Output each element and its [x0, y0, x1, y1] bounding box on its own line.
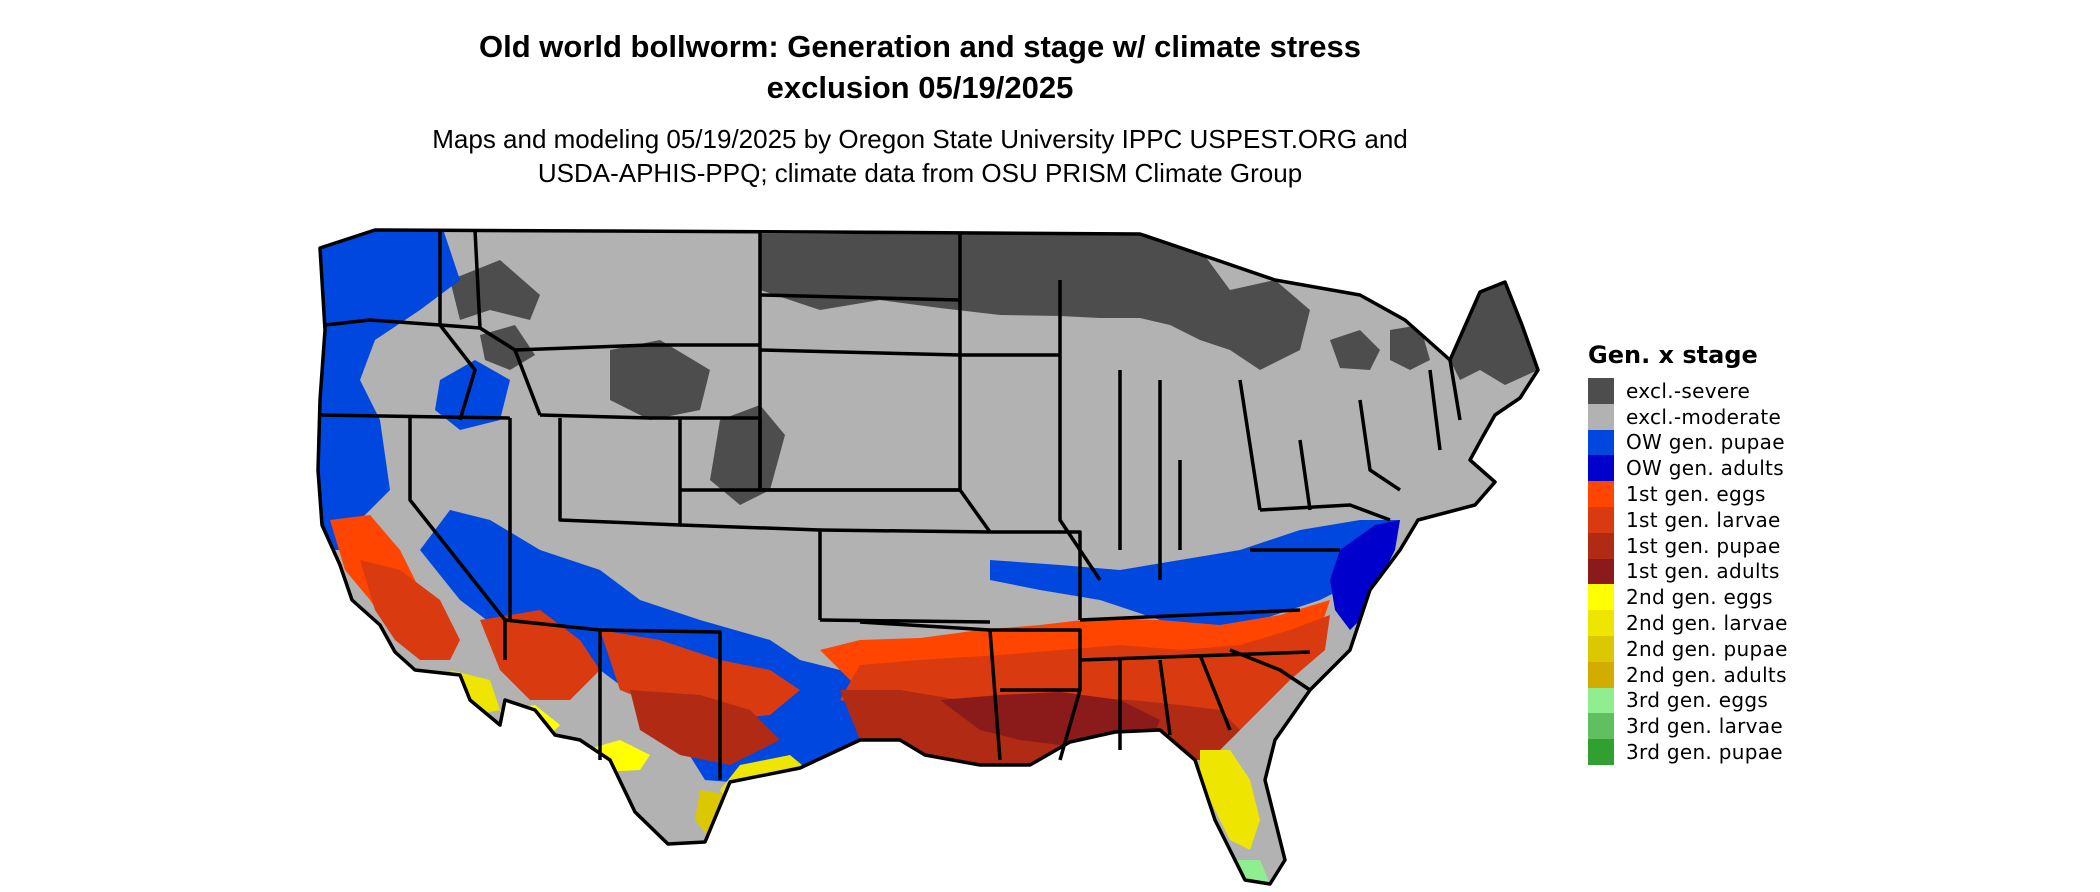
legend-swatch	[1588, 687, 1614, 714]
legend-label: 1st gen. pupae	[1626, 533, 1781, 558]
legend-swatch	[1588, 481, 1614, 507]
legend-label: OW gen. pupae	[1626, 430, 1785, 455]
legend-label: excl.-moderate	[1626, 404, 1782, 429]
legend-item: excl.-moderate	[1588, 403, 1788, 430]
legend-label: excl.-severe	[1626, 378, 1751, 403]
legend-item: 2nd gen. eggs	[1588, 584, 1788, 611]
legend-item: 1st gen. larvae	[1588, 506, 1788, 533]
legend-item: 2nd gen. pupae	[1588, 635, 1788, 662]
legend-label: OW gen. adults	[1626, 456, 1784, 481]
legend-label: 2nd gen. pupae	[1626, 636, 1788, 661]
legend-swatch	[1588, 739, 1614, 765]
legend-item: 3rd gen. eggs	[1588, 687, 1788, 714]
legend-label: 2nd gen. eggs	[1626, 585, 1773, 610]
legend-swatch	[1588, 532, 1614, 559]
legend-item: OW gen. pupae	[1588, 429, 1788, 456]
map-title-line-1: Old world bollworm: Generation and stage…	[479, 29, 1361, 64]
legend-label: 2nd gen. larvae	[1626, 611, 1788, 636]
legend-swatch	[1588, 455, 1614, 482]
zone-excl-severe	[450, 234, 1538, 505]
us-map	[316, 228, 1540, 886]
zone-ow-adults	[1330, 520, 1400, 630]
legend-swatch	[1588, 661, 1614, 688]
legend-item: 3rd gen. larvae	[1588, 713, 1788, 740]
legend-label: 3rd gen. eggs	[1626, 688, 1769, 713]
legend-swatch	[1588, 506, 1614, 533]
legend-item: 1st gen. eggs	[1588, 481, 1788, 507]
state-boundaries	[316, 228, 1540, 886]
legend-item: 2nd gen. larvae	[1588, 610, 1788, 636]
legend-title: Gen. x stage	[1588, 341, 1758, 369]
legend-swatch	[1588, 378, 1614, 404]
map-subtitle-line-2: USDA-APHIS-PPQ; climate data from OSU PR…	[537, 158, 1303, 188]
legend-label: 1st gen. larvae	[1626, 507, 1781, 532]
legend-swatch	[1588, 429, 1614, 456]
legend-item: 2nd gen. adults	[1588, 661, 1788, 688]
map-title-line-2: exclusion 05/19/2025	[766, 70, 1074, 105]
legend-items: excl.-severe excl.-moderate OW gen. pupae O…	[1588, 378, 1788, 765]
legend-label: 2nd gen. adults	[1626, 662, 1787, 687]
legend-item: 3rd gen. pupae	[1588, 739, 1788, 765]
legend-swatch	[1588, 635, 1614, 662]
legend-swatch	[1588, 713, 1614, 740]
legend-swatch	[1588, 403, 1614, 430]
legend-label: 1st gen. eggs	[1626, 482, 1766, 507]
legend-swatch	[1588, 558, 1614, 585]
legend-swatch	[1588, 610, 1614, 636]
legend-item: excl.-severe	[1588, 378, 1788, 404]
map-subtitle-line-1: Maps and modeling 05/19/2025 by Oregon S…	[432, 124, 1408, 154]
legend-label: 3rd gen. larvae	[1626, 714, 1783, 739]
legend-label: 3rd gen. pupae	[1626, 740, 1783, 765]
legend-item: OW gen. adults	[1588, 455, 1788, 482]
legend-item: 1st gen. pupae	[1588, 532, 1788, 559]
legend-label: 1st gen. adults	[1626, 559, 1780, 584]
legend-item: 1st gen. adults	[1588, 558, 1788, 585]
legend-swatch	[1588, 584, 1614, 611]
legend: Gen. x stage excl.-severe excl.-moderate O…	[1588, 340, 1788, 765]
